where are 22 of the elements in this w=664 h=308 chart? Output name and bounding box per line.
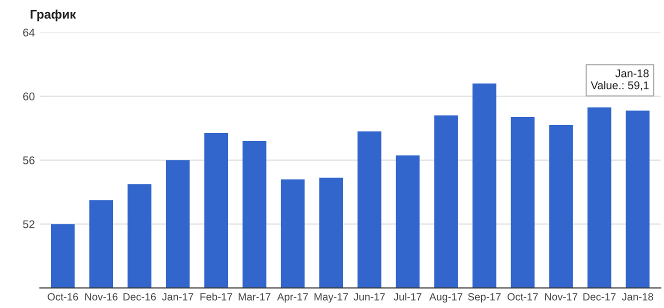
- x-tick-label: Dec-17: [583, 293, 616, 300]
- x-tick-label: Nov-16: [85, 293, 118, 300]
- x-tick-label: Feb-17: [200, 292, 232, 300]
- y-tick-label: 56: [23, 156, 34, 164]
- x-tick-label: Oct-16: [48, 293, 78, 300]
- x-tick-label: Jun-17: [354, 293, 385, 300]
- y-tick-label: 60: [23, 92, 35, 100]
- x-tick-label: Jan-17: [162, 293, 194, 300]
- chart-title: График: [30, 10, 76, 22]
- x-tick-label: Sep-17: [468, 293, 501, 303]
- x-tick-label: Mar-17: [238, 293, 270, 300]
- x-tick-label: Dec-16: [124, 293, 156, 300]
- x-tick-label: Oct-17: [508, 293, 538, 300]
- x-tick-label: Nov-17: [545, 293, 578, 300]
- y-tick-label: 52: [23, 220, 34, 228]
- x-tick-label: May-17: [314, 293, 348, 303]
- y-tick-label: 64: [23, 28, 35, 36]
- x-tick-label: Apr-17: [277, 293, 308, 303]
- x-tick-label: Jan-18: [622, 293, 654, 300]
- annotation: Jan-18 Value.: 59,1: [590, 69, 649, 91]
- x-tick-label: Jul-17: [394, 292, 422, 300]
- x-tick-label: Aug-17: [429, 293, 462, 303]
